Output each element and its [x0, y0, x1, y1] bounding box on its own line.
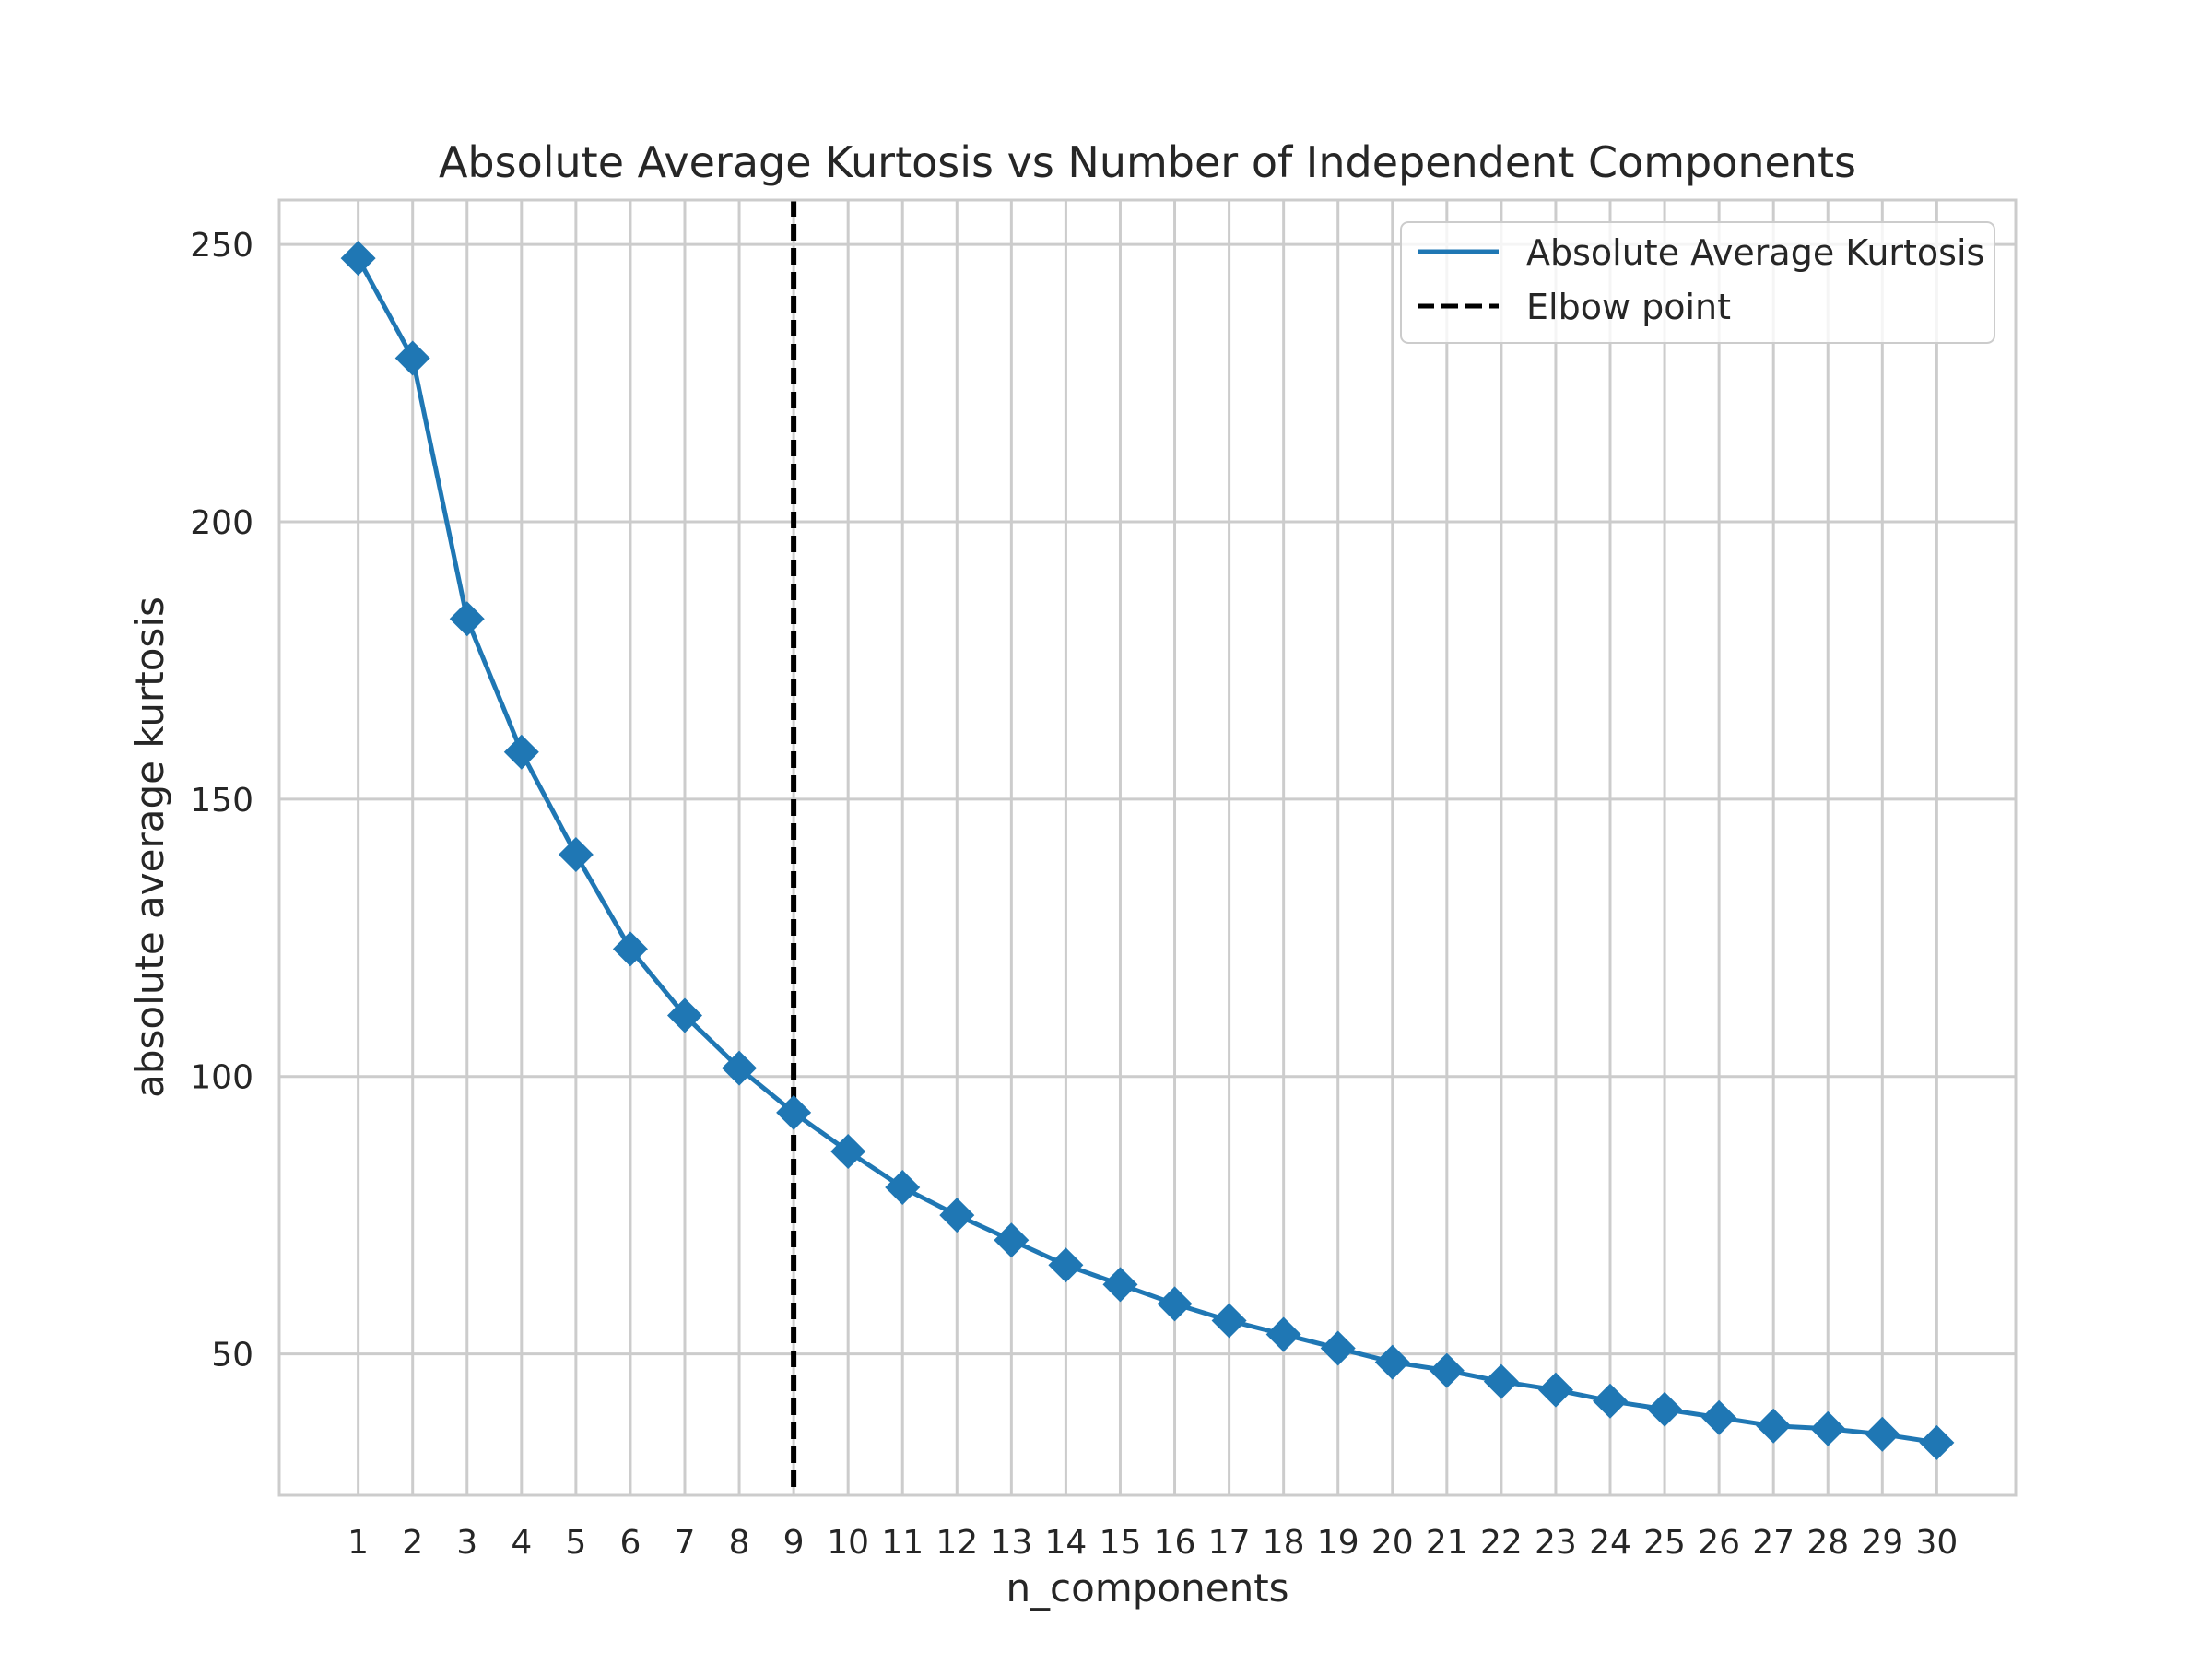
data-point-marker — [1593, 1383, 1629, 1419]
x-tick-label: 7 — [675, 1524, 696, 1562]
data-point-marker — [1810, 1410, 1846, 1446]
x-tick-label: 17 — [1208, 1524, 1251, 1562]
x-tick-label: 14 — [1045, 1524, 1088, 1562]
x-tick-label: 28 — [1806, 1524, 1849, 1562]
data-point-marker — [1647, 1391, 1683, 1427]
data-point-marker — [612, 931, 648, 967]
y-tick-label: 250 — [190, 227, 253, 265]
data-point-marker — [1919, 1424, 1955, 1460]
grid-lines — [279, 200, 2016, 1495]
plot-frame — [277, 198, 2018, 1497]
x-tick-labels: 1 2 3 4 5 6 7 8 9 10 11 12 13 14 15 16 17 18 19 20 21 22 23 24 2… — [347, 1524, 1958, 1562]
x-tick-label: 19 — [1317, 1524, 1359, 1562]
x-tick-label: 29 — [1861, 1524, 1903, 1562]
x-tick-label: 18 — [1263, 1524, 1305, 1562]
data-point-marker — [776, 1094, 812, 1130]
data-point-marker — [1157, 1286, 1193, 1322]
data-point-marker — [1211, 1303, 1247, 1339]
data-point-marker — [340, 241, 376, 277]
x-tick-label: 5 — [565, 1524, 586, 1562]
x-tick-label: 10 — [827, 1524, 869, 1562]
data-point-marker — [1102, 1267, 1138, 1303]
legend-elbow-label: Elbow point — [1526, 287, 1731, 327]
series-layer — [340, 241, 1955, 1460]
x-tick-label: 3 — [456, 1524, 477, 1562]
data-point-marker — [1429, 1352, 1465, 1388]
y-tick-label: 100 — [190, 1059, 253, 1097]
data-point-marker — [666, 997, 702, 1033]
x-tick-label: 13 — [990, 1524, 1032, 1562]
y-tick-label: 200 — [190, 504, 253, 542]
data-point-marker — [722, 1050, 758, 1086]
x-tick-label: 9 — [783, 1524, 805, 1562]
data-point-marker — [939, 1198, 975, 1233]
data-point-marker — [994, 1222, 1030, 1258]
x-tick-label: 1 — [347, 1524, 369, 1562]
data-point-marker — [1320, 1330, 1356, 1366]
x-tick-label: 11 — [881, 1524, 924, 1562]
data-point-marker — [503, 734, 539, 770]
legend-box — [1400, 221, 1995, 344]
x-tick-label: 30 — [1915, 1524, 1958, 1562]
data-point-marker — [830, 1133, 866, 1169]
x-tick-label: 4 — [511, 1524, 532, 1562]
data-point-marker — [885, 1170, 921, 1206]
chart-title: Absolute Average Kurtosis vs Number of I… — [439, 137, 1856, 187]
y-tick-labels: 50 100 150 200 250 — [190, 227, 253, 1374]
x-tick-label: 22 — [1480, 1524, 1523, 1562]
x-tick-label: 21 — [1426, 1524, 1468, 1562]
data-point-marker — [394, 340, 430, 376]
x-tick-label: 23 — [1535, 1524, 1577, 1562]
data-point-marker — [1483, 1363, 1519, 1399]
data-point-marker — [558, 837, 594, 873]
x-tick-label: 12 — [935, 1524, 978, 1562]
y-tick-label: 150 — [190, 782, 253, 820]
y-axis-label: absolute average kurtosis — [127, 596, 172, 1098]
data-point-marker — [1265, 1316, 1301, 1352]
x-tick-label: 16 — [1154, 1524, 1196, 1562]
data-point-marker — [1865, 1416, 1900, 1452]
x-tick-label: 15 — [1100, 1524, 1142, 1562]
legend: Absolute Average Kurtosis Elbow point — [1400, 221, 1995, 344]
legend-series-label: Absolute Average Kurtosis — [1526, 232, 1984, 273]
x-tick-label: 8 — [729, 1524, 750, 1562]
x-tick-label: 26 — [1698, 1524, 1740, 1562]
x-tick-label: 20 — [1371, 1524, 1414, 1562]
data-point-marker — [449, 601, 485, 637]
x-tick-label: 25 — [1643, 1524, 1686, 1562]
x-tick-label: 6 — [619, 1524, 641, 1562]
data-point-marker — [1756, 1408, 1792, 1444]
data-point-marker — [1537, 1372, 1573, 1408]
data-point-marker — [1374, 1344, 1410, 1380]
series-line — [356, 256, 1937, 1446]
x-tick-label: 24 — [1589, 1524, 1631, 1562]
data-point-marker — [1048, 1247, 1084, 1283]
x-tick-label: 2 — [402, 1524, 423, 1562]
x-tick-label: 27 — [1752, 1524, 1794, 1562]
data-point-marker — [1701, 1399, 1737, 1435]
x-axis-label: n_components — [1006, 1565, 1288, 1611]
y-tick-label: 50 — [211, 1337, 253, 1375]
